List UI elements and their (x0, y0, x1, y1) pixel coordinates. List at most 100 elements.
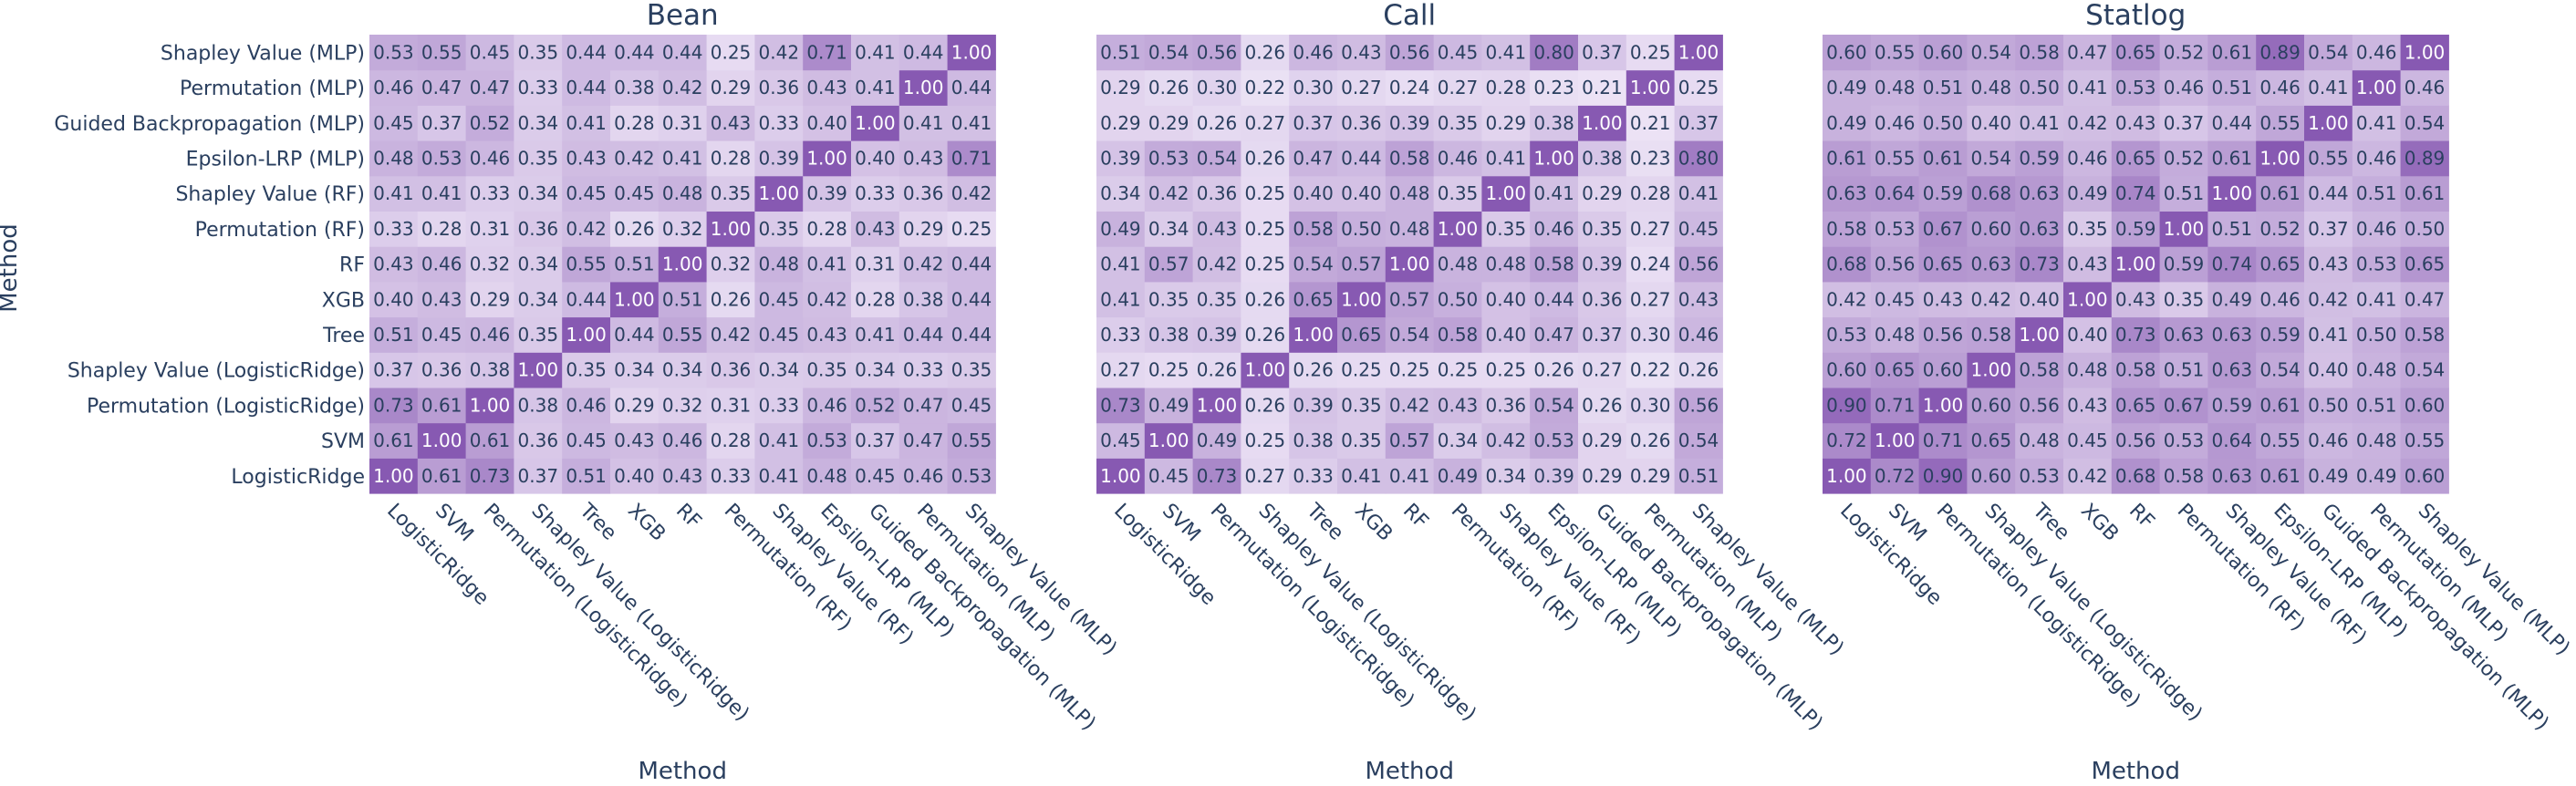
cell-value-label: 0.48 (1875, 77, 1916, 98)
cell-value-label: 0.34 (1438, 429, 1479, 451)
cell-value-label: 0.48 (2067, 359, 2108, 381)
heatmap-cell (1674, 211, 1723, 247)
heatmap-cell (562, 422, 611, 459)
heatmap-cell (1870, 281, 1920, 318)
heatmap-cell (898, 69, 949, 106)
cell-value-label: 0.45 (759, 324, 800, 346)
heatmap-cell (947, 281, 996, 318)
heatmap-cell (803, 140, 852, 177)
cell-value-label: 1.00 (2259, 147, 2301, 169)
cell-value-label: 0.43 (2067, 253, 2108, 275)
heatmap-cell (1241, 388, 1290, 424)
heatmap-cell (1241, 175, 1290, 212)
cell-value-label: 0.48 (2019, 429, 2060, 451)
cell-value-label: 0.43 (903, 147, 944, 169)
heatmap-cell (1578, 281, 1627, 318)
panel-title: Statlog (2085, 0, 2186, 32)
cell-value-label: 0.65 (1923, 253, 1964, 275)
heatmap-cell (1144, 175, 1194, 212)
cell-value-label: 0.46 (373, 77, 414, 98)
panel-title: Call (1383, 0, 1436, 32)
heatmap-cell (2352, 140, 2402, 177)
cell-value-label: 0.56 (1678, 394, 1719, 416)
heatmap-cell (2304, 316, 2353, 353)
cell-value-label: 0.65 (2405, 253, 2446, 275)
heatmap-cell (1918, 316, 1968, 353)
heatmap-cell (417, 422, 467, 459)
heatmap-cell (2111, 69, 2161, 106)
cell-value-label: 1.00 (1923, 394, 1964, 416)
cell-value-label: 0.41 (1486, 41, 1527, 63)
y-tick-label: Tree (322, 325, 365, 347)
heatmap-cell (803, 69, 852, 106)
cell-value-label: 0.27 (1100, 359, 1141, 381)
cell-value-label: 0.45 (566, 429, 607, 451)
cell-value-label: 0.38 (1293, 429, 1334, 451)
cell-value-label: 0.63 (1826, 182, 1867, 204)
heatmap-cell (947, 388, 996, 424)
heatmap-cell (1530, 352, 1579, 388)
cell-value-label: 0.58 (1971, 324, 2012, 346)
heatmap-cell (1481, 140, 1531, 177)
heatmap-cell (2400, 458, 2449, 494)
cell-value-label: 0.54 (2259, 359, 2301, 381)
cell-value-label: 0.61 (2259, 394, 2301, 416)
cell-value-label: 0.46 (2259, 77, 2301, 98)
heatmap-cell (1967, 422, 2016, 459)
cell-value-label: 0.26 (1245, 41, 1286, 63)
heatmap-cell (1578, 352, 1627, 388)
heatmap-cell (2352, 246, 2402, 283)
heatmap-cell (1918, 140, 1968, 177)
heatmap-cell (465, 352, 514, 388)
cell-value-label: 0.43 (2308, 253, 2349, 275)
heatmap-cell (947, 422, 996, 459)
heatmap-cell (898, 281, 949, 318)
heatmap-cell (947, 35, 996, 71)
heatmap-cell (1385, 422, 1435, 459)
heatmap-cell (1385, 175, 1435, 212)
heatmap-cell (1674, 281, 1723, 318)
heatmap-cell (2256, 352, 2305, 388)
heatmap-cell (1674, 352, 1723, 388)
cell-value-label: 0.55 (2405, 429, 2446, 451)
cell-value-label: 0.54 (2308, 41, 2349, 63)
cell-value-label: 0.50 (1923, 112, 1964, 134)
cell-value-label: 0.43 (806, 324, 847, 346)
heatmap-cell (1337, 35, 1387, 71)
heatmap-cell (2159, 422, 2208, 459)
heatmap-cell (851, 35, 900, 71)
cell-value-label: 0.25 (1438, 359, 1479, 381)
heatmap-cell (1289, 388, 1338, 424)
cell-value-label: 0.35 (1438, 112, 1479, 134)
cell-value-label: 0.42 (2308, 288, 2349, 310)
cell-value-label: 0.55 (1875, 41, 1916, 63)
cell-value-label: 0.34 (855, 359, 896, 381)
cell-value-label: 0.44 (614, 41, 655, 63)
heatmap-cell (369, 458, 419, 494)
heatmap-cell (562, 352, 611, 388)
heatmap-cell (1626, 281, 1676, 318)
heatmap-cell (851, 422, 900, 459)
cell-value-label: 1.00 (1486, 182, 1527, 204)
cell-value-label: 0.48 (1389, 182, 1430, 204)
cell-value-label: 0.41 (2308, 77, 2349, 98)
heatmap-cell (2207, 69, 2257, 106)
heatmap-cell (1337, 69, 1387, 106)
heatmap-cell (1530, 175, 1579, 212)
cell-value-label: 0.37 (518, 465, 559, 487)
heatmap-cell (369, 211, 419, 247)
cell-value-label: 0.41 (373, 182, 414, 204)
heatmap-cell (514, 352, 563, 388)
heatmap-cell (562, 175, 611, 212)
heatmap-cell (947, 175, 996, 212)
heatmap-cell (947, 140, 996, 177)
cell-value-label: 1.00 (2115, 253, 2156, 275)
heatmap-cell (1385, 35, 1435, 71)
heatmap-cell (1626, 175, 1676, 212)
heatmap-cell (1870, 246, 1920, 283)
heatmap-panel-statlog: Statlog 1.00 0.72 0.90 0.60 0.53 0.42 0.68 0.58 0… (1823, 0, 2574, 735)
heatmap-cell (2015, 69, 2064, 106)
heatmap-cell (1870, 422, 1920, 459)
heatmap-cell (562, 211, 611, 247)
cell-value-label: 0.42 (2067, 465, 2108, 487)
